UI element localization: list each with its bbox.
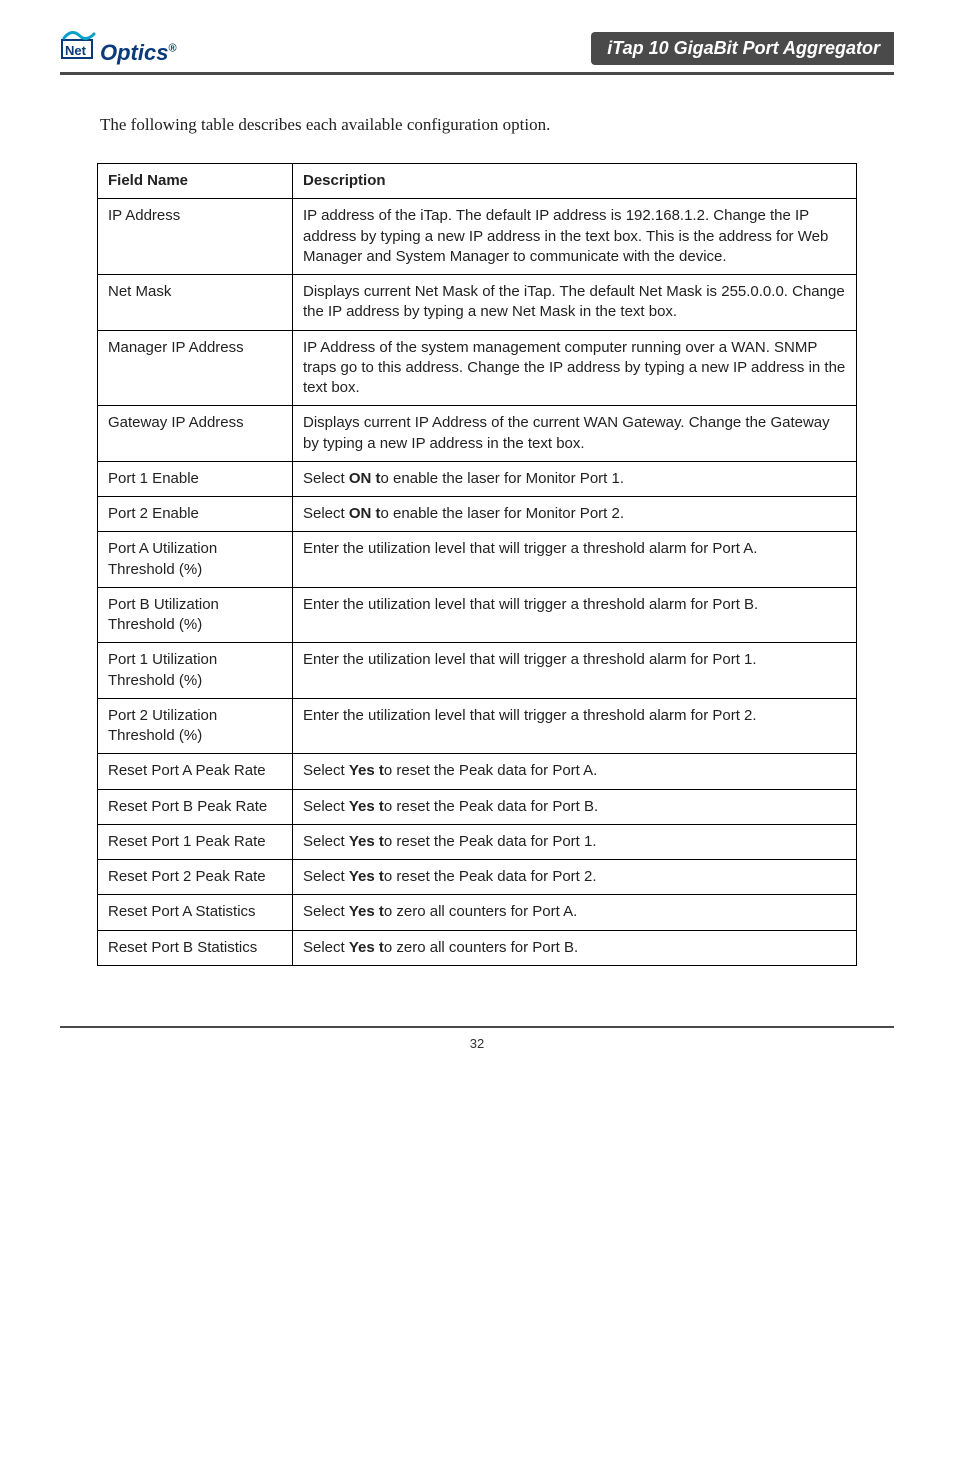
- config-table: Field Name Description IP AddressIP addr…: [97, 163, 857, 966]
- header-rule: [60, 72, 894, 75]
- header: Net Optics® iTap 10 GigaBit Port Aggrega…: [60, 30, 894, 66]
- table-row: Net MaskDisplays current Net Mask of the…: [98, 275, 857, 331]
- table-row: Port 1 EnableSelect ON to enable the las…: [98, 461, 857, 496]
- description-cell: Select Yes to zero all counters for Port…: [293, 930, 857, 965]
- description-cell: Displays current IP Address of the curre…: [293, 406, 857, 462]
- description-cell: Enter the utilization level that will tr…: [293, 698, 857, 754]
- description-cell: Select Yes to reset the Peak data for Po…: [293, 754, 857, 789]
- table-row: Gateway IP AddressDisplays current IP Ad…: [98, 406, 857, 462]
- table-header-row: Field Name Description: [98, 164, 857, 199]
- table-row: Reset Port 2 Peak RateSelect Yes to rese…: [98, 860, 857, 895]
- field-name-cell: Port 1 Enable: [98, 461, 293, 496]
- description-cell: Select Yes to reset the Peak data for Po…: [293, 860, 857, 895]
- logo-optics: Optics®: [100, 40, 177, 66]
- description-cell: Select Yes to zero all counters for Port…: [293, 895, 857, 930]
- intro-text: The following table describes each avail…: [100, 115, 854, 135]
- field-name-cell: Port 2 Enable: [98, 497, 293, 532]
- field-name-cell: Reset Port 2 Peak Rate: [98, 860, 293, 895]
- field-name-cell: Port 1 Utilization Threshold (%): [98, 643, 293, 699]
- table-row: Reset Port A Peak RateSelect Yes to rese…: [98, 754, 857, 789]
- field-name-cell: Reset Port A Peak Rate: [98, 754, 293, 789]
- svg-text:Net: Net: [65, 43, 87, 58]
- field-name-cell: Port 2 Utilization Threshold (%): [98, 698, 293, 754]
- field-name-cell: Manager IP Address: [98, 330, 293, 406]
- page-number: 32: [60, 1036, 894, 1071]
- logo-mark-icon: Net: [60, 30, 98, 60]
- field-name-cell: Net Mask: [98, 275, 293, 331]
- field-name-cell: Gateway IP Address: [98, 406, 293, 462]
- description-cell: IP address of the iTap. The default IP a…: [293, 199, 857, 275]
- table-row: Reset Port B StatisticsSelect Yes to zer…: [98, 930, 857, 965]
- col-description: Description: [293, 164, 857, 199]
- description-cell: Select ON to enable the laser for Monito…: [293, 497, 857, 532]
- field-name-cell: Port A Utilization Threshold (%): [98, 532, 293, 588]
- description-cell: Enter the utilization level that will tr…: [293, 587, 857, 643]
- table-row: IP AddressIP address of the iTap. The de…: [98, 199, 857, 275]
- field-name-cell: IP Address: [98, 199, 293, 275]
- description-cell: Displays current Net Mask of the iTap. T…: [293, 275, 857, 331]
- table-row: Port A Utilization Threshold (%)Enter th…: [98, 532, 857, 588]
- description-cell: Select Yes to reset the Peak data for Po…: [293, 824, 857, 859]
- table-row: Reset Port B Peak RateSelect Yes to rese…: [98, 789, 857, 824]
- field-name-cell: Reset Port B Statistics: [98, 930, 293, 965]
- description-cell: Select ON to enable the laser for Monito…: [293, 461, 857, 496]
- footer-rule: [60, 1026, 894, 1028]
- description-cell: Enter the utilization level that will tr…: [293, 643, 857, 699]
- description-cell: Select Yes to reset the Peak data for Po…: [293, 789, 857, 824]
- table-row: Port 2 EnableSelect ON to enable the las…: [98, 497, 857, 532]
- table-row: Port 1 Utilization Threshold (%)Enter th…: [98, 643, 857, 699]
- table-row: Reset Port 1 Peak RateSelect Yes to rese…: [98, 824, 857, 859]
- field-name-cell: Reset Port B Peak Rate: [98, 789, 293, 824]
- field-name-cell: Reset Port 1 Peak Rate: [98, 824, 293, 859]
- description-cell: Enter the utilization level that will tr…: [293, 532, 857, 588]
- col-field-name: Field Name: [98, 164, 293, 199]
- table-row: Reset Port A StatisticsSelect Yes to zer…: [98, 895, 857, 930]
- page-title: iTap 10 GigaBit Port Aggregator: [591, 32, 894, 65]
- table-row: Port B Utilization Threshold (%)Enter th…: [98, 587, 857, 643]
- logo: Net Optics®: [60, 30, 177, 66]
- field-name-cell: Reset Port A Statistics: [98, 895, 293, 930]
- table-row: Manager IP AddressIP Address of the syst…: [98, 330, 857, 406]
- description-cell: IP Address of the system management comp…: [293, 330, 857, 406]
- table-row: Port 2 Utilization Threshold (%)Enter th…: [98, 698, 857, 754]
- field-name-cell: Port B Utilization Threshold (%): [98, 587, 293, 643]
